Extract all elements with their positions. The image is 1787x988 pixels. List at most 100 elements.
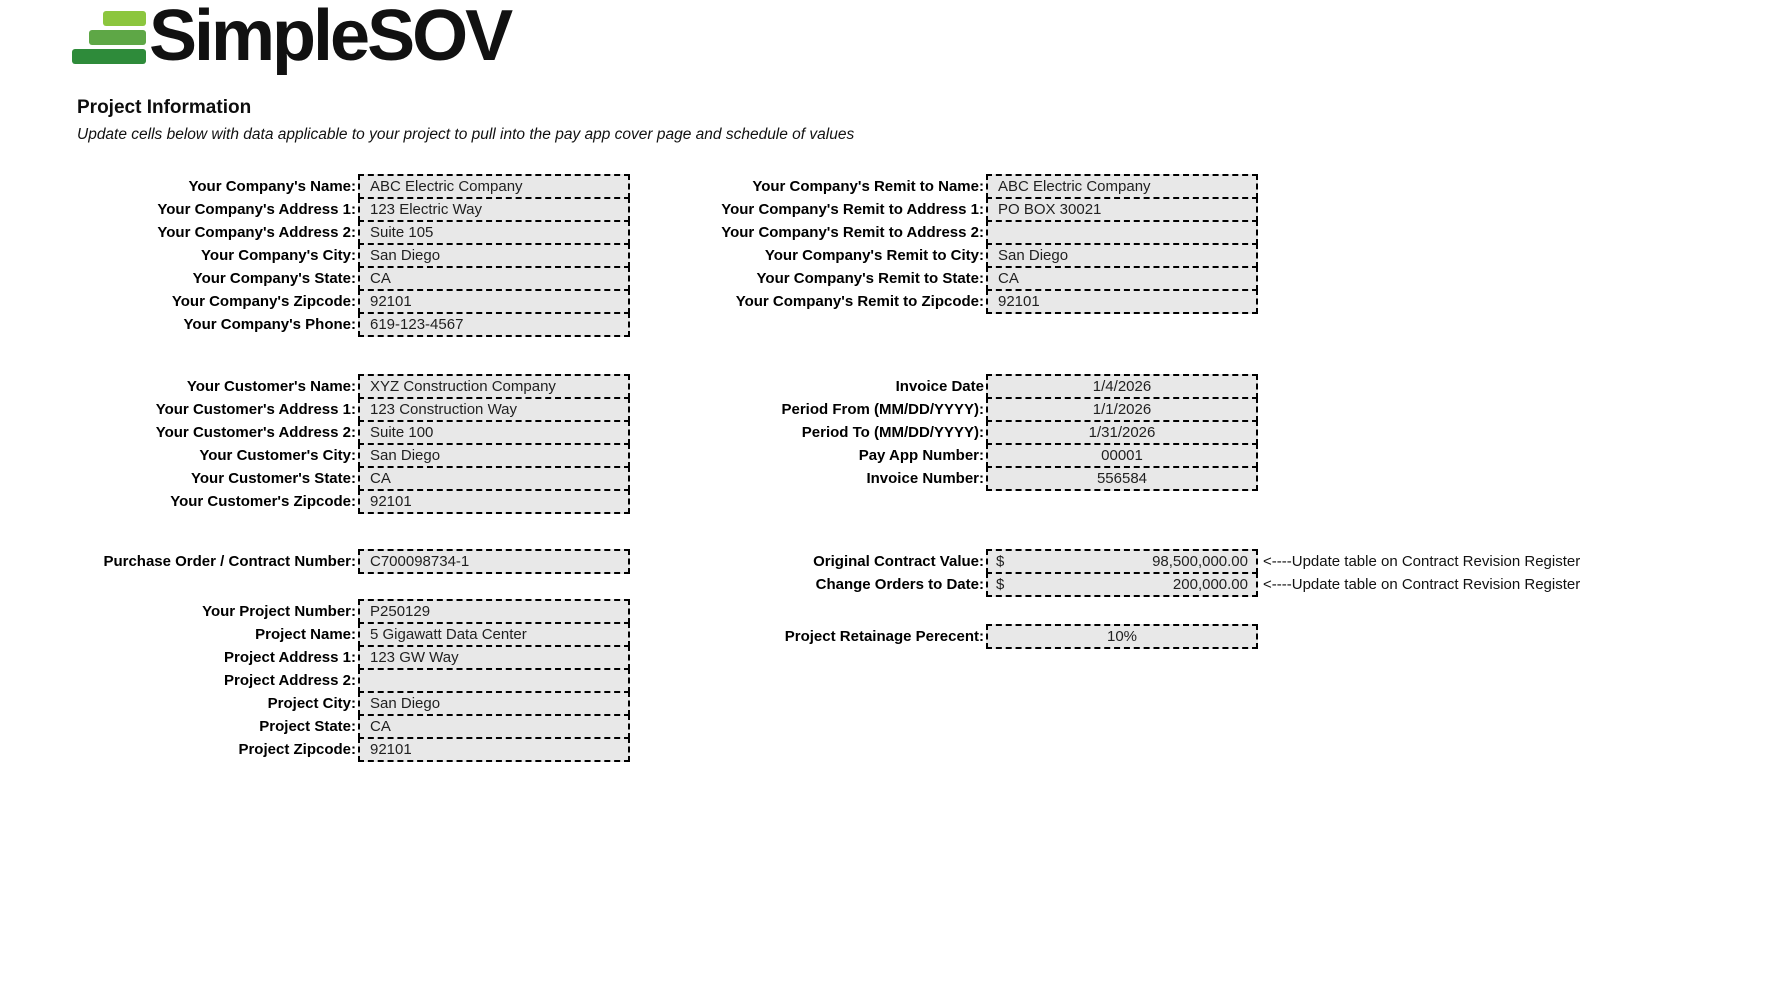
project-city-label: Project City: xyxy=(267,695,356,712)
company-zipcode-input[interactable]: 92101 xyxy=(358,289,630,314)
customer-zipcode-label: Your Customer's Zipcode: xyxy=(170,493,356,510)
company-address2-label: Your Company's Address 2: xyxy=(157,224,356,241)
field-row: Project Zipcode: 92101 xyxy=(0,737,630,762)
field-row: Project Address 2: xyxy=(0,668,630,693)
company-state-input[interactable]: CA xyxy=(358,266,630,291)
field-row: Project Retainage Perecent: 10% xyxy=(628,624,1258,649)
field-row: Your Customer's Address 1: 123 Construct… xyxy=(0,397,630,422)
project-city-input[interactable]: San Diego xyxy=(358,691,630,716)
change-orders-amount: 200,000.00 xyxy=(1172,576,1248,593)
remit-address1-input[interactable]: PO BOX 30021 xyxy=(986,197,1258,222)
company-zipcode-label: Your Company's Zipcode: xyxy=(171,293,356,310)
project-state-input[interactable]: CA xyxy=(358,714,630,739)
purchase-order-block: Purchase Order / Contract Number: C70009… xyxy=(0,549,630,574)
remit-name-input[interactable]: ABC Electric Company xyxy=(986,174,1258,199)
contract-values-block: Original Contract Value: $ 98,500,000.00… xyxy=(628,549,1580,597)
company-city-input[interactable]: San Diego xyxy=(358,243,630,268)
remit-info-block: Your Company's Remit to Name: ABC Electr… xyxy=(628,174,1258,314)
period-from-label: Period From (MM/DD/YYYY): xyxy=(781,401,984,418)
remit-zipcode-label: Your Company's Remit to Zipcode: xyxy=(735,293,984,310)
company-address1-input[interactable]: 123 Electric Way xyxy=(358,197,630,222)
field-row: Original Contract Value: $ 98,500,000.00… xyxy=(628,549,1580,574)
period-to-input[interactable]: 1/31/2026 xyxy=(986,420,1258,445)
project-address1-input[interactable]: 123 GW Way xyxy=(358,645,630,670)
customer-name-input[interactable]: XYZ Construction Company xyxy=(358,374,630,399)
retainage-percent-input[interactable]: 10% xyxy=(986,624,1258,649)
field-row: Your Company's Remit to Address 2: xyxy=(628,220,1258,245)
app-logo: SimpleSOV xyxy=(72,0,513,72)
customer-city-input[interactable]: San Diego xyxy=(358,443,630,468)
project-info-block: Your Project Number: P250129 Project Nam… xyxy=(0,599,630,762)
company-state-label: Your Company's State: xyxy=(192,270,356,287)
customer-info-block: Your Customer's Name: XYZ Construction C… xyxy=(0,374,630,514)
remit-city-input[interactable]: San Diego xyxy=(986,243,1258,268)
company-address1-label: Your Company's Address 1: xyxy=(157,201,356,218)
field-row: Your Company's Zipcode: 92101 xyxy=(0,289,630,314)
logo-bar-middle xyxy=(89,29,146,45)
field-row: Your Company's City: San Diego xyxy=(0,243,630,268)
project-zipcode-label: Project Zipcode: xyxy=(238,741,356,758)
customer-address2-input[interactable]: Suite 100 xyxy=(358,420,630,445)
logo-bar-top xyxy=(103,10,146,26)
company-city-label: Your Company's City: xyxy=(201,247,356,264)
field-row: Your Company's Phone: 619-123-4567 xyxy=(0,312,630,337)
purchase-order-label: Purchase Order / Contract Number: xyxy=(103,553,356,570)
original-contract-value-amount: 98,500,000.00 xyxy=(1152,553,1248,570)
original-contract-value-label: Original Contract Value: xyxy=(813,553,984,570)
project-number-input[interactable]: P250129 xyxy=(358,599,630,624)
remit-city-label: Your Company's Remit to City: xyxy=(764,247,984,264)
period-from-input[interactable]: 1/1/2026 xyxy=(986,397,1258,422)
remit-name-label: Your Company's Remit to Name: xyxy=(752,178,984,195)
field-row: Project City: San Diego xyxy=(0,691,630,716)
customer-zipcode-input[interactable]: 92101 xyxy=(358,489,630,514)
pay-app-number-label: Pay App Number: xyxy=(858,447,984,464)
field-row: Your Company's Remit to Zipcode: 92101 xyxy=(628,289,1258,314)
company-info-block: Your Company's Name: ABC Electric Compan… xyxy=(0,174,630,337)
customer-state-input[interactable]: CA xyxy=(358,466,630,491)
field-row: Your Company's Remit to State: CA xyxy=(628,266,1258,291)
invoice-info-block: Invoice Date 1/4/2026 Period From (MM/DD… xyxy=(628,374,1258,491)
currency-symbol: $ xyxy=(996,553,1005,570)
retainage-block: Project Retainage Perecent: 10% xyxy=(628,624,1258,649)
company-phone-input[interactable]: 619-123-4567 xyxy=(358,312,630,337)
retainage-percent-label: Project Retainage Perecent: xyxy=(784,628,984,645)
company-name-input[interactable]: ABC Electric Company xyxy=(358,174,630,199)
invoice-number-input[interactable]: 556584 xyxy=(986,466,1258,491)
pay-app-number-input[interactable]: 00001 xyxy=(986,443,1258,468)
field-row: Project Address 1: 123 GW Way xyxy=(0,645,630,670)
project-zipcode-input[interactable]: 92101 xyxy=(358,737,630,762)
field-row: Your Customer's Name: XYZ Construction C… xyxy=(0,374,630,399)
bar-chart-logo-icon xyxy=(72,10,146,64)
project-name-label: Project Name: xyxy=(255,626,356,643)
field-row: Your Customer's Zipcode: 92101 xyxy=(0,489,630,514)
project-number-label: Your Project Number: xyxy=(202,603,356,620)
field-row: Your Company's Address 1: 123 Electric W… xyxy=(0,197,630,222)
field-row: Your Project Number: P250129 xyxy=(0,599,630,624)
remit-state-input[interactable]: CA xyxy=(986,266,1258,291)
field-row: Your Company's Remit to City: San Diego xyxy=(628,243,1258,268)
customer-address1-label: Your Customer's Address 1: xyxy=(155,401,356,418)
field-row: Period From (MM/DD/YYYY): 1/1/2026 xyxy=(628,397,1258,422)
remit-address1-label: Your Company's Remit to Address 1: xyxy=(721,201,984,218)
project-name-input[interactable]: 5 Gigawatt Data Center xyxy=(358,622,630,647)
project-address2-input[interactable] xyxy=(358,668,630,693)
remit-address2-input[interactable] xyxy=(986,220,1258,245)
invoice-date-input[interactable]: 1/4/2026 xyxy=(986,374,1258,399)
purchase-order-input[interactable]: C700098734-1 xyxy=(358,549,630,574)
company-name-label: Your Company's Name: xyxy=(188,178,357,195)
change-orders-input[interactable]: $ 200,000.00 xyxy=(986,572,1258,597)
field-row: Your Company's Remit to Address 1: PO BO… xyxy=(628,197,1258,222)
field-row: Your Customer's City: San Diego xyxy=(0,443,630,468)
field-row: Invoice Date 1/4/2026 xyxy=(628,374,1258,399)
remit-zipcode-input[interactable]: 92101 xyxy=(986,289,1258,314)
field-row: Project State: CA xyxy=(0,714,630,739)
customer-state-label: Your Customer's State: xyxy=(191,470,356,487)
original-contract-value-input[interactable]: $ 98,500,000.00 xyxy=(986,549,1258,574)
customer-address2-label: Your Customer's Address 2: xyxy=(155,424,356,441)
change-orders-note: <----Update table on Contract Revision R… xyxy=(1263,576,1581,593)
company-address2-input[interactable]: Suite 105 xyxy=(358,220,630,245)
project-address1-label: Project Address 1: xyxy=(224,649,356,666)
field-row: Project Name: 5 Gigawatt Data Center xyxy=(0,622,630,647)
customer-address1-input[interactable]: 123 Construction Way xyxy=(358,397,630,422)
